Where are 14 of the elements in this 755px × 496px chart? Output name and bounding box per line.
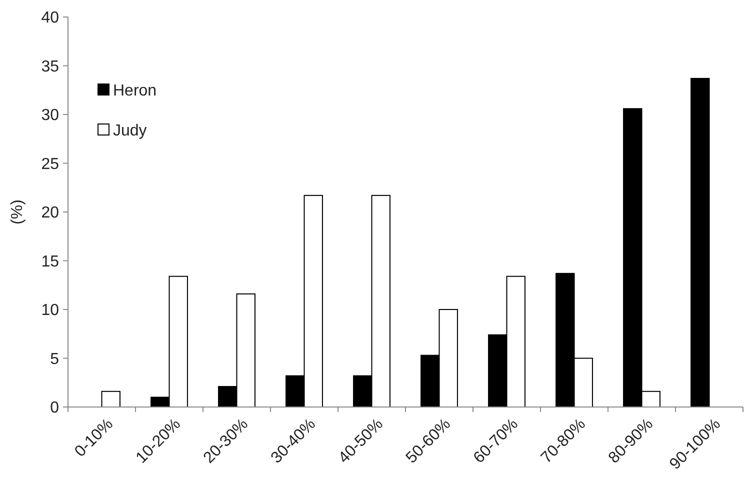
y-axis-title: (%) — [9, 200, 26, 224]
bar — [690, 78, 710, 408]
y-tick-label: 25 — [41, 156, 60, 173]
y-tick-label: 20 — [41, 204, 60, 222]
y-tick-label: 15 — [41, 253, 60, 270]
y-tick-label: 40 — [41, 10, 60, 27]
y-tick-label: 35 — [41, 58, 60, 76]
y-tick-label: 30 — [41, 107, 60, 124]
y-tick-label: 5 — [50, 350, 60, 368]
y-tick-label: 0 — [50, 400, 60, 417]
bar — [101, 390, 120, 408]
legend-label: Heron — [113, 82, 157, 100]
legend-label: Judy — [113, 122, 147, 140]
y-tick-label: 10 — [41, 302, 60, 320]
